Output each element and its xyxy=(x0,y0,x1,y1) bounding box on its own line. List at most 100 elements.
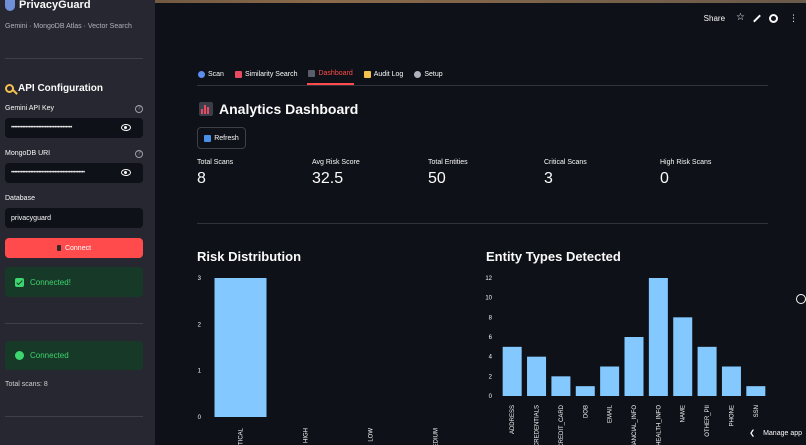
app-title-text: PrivacyGuard xyxy=(19,0,91,11)
y-tick-label: 12 xyxy=(485,276,492,282)
star-icon[interactable]: ☆ xyxy=(736,12,745,23)
metric-value: 50 xyxy=(428,170,446,187)
connection-status: Connected xyxy=(5,341,143,370)
metric-total-scans: Total Scans 8 xyxy=(197,159,233,188)
entity-types-title: Entity Types Detected xyxy=(486,249,621,264)
risk-distribution-chart: 0 1 2 3 CRITICAL HIGH LOW MEDIUM xyxy=(198,276,440,445)
more-menu-icon[interactable]: ⋮ xyxy=(789,12,798,23)
entity-types-chart: 0 2 4 6 8 10 12 ADDRESS CREDENTIALS CREDIT_CARD DO… xyxy=(485,276,766,445)
y-tick-label: 2 xyxy=(198,322,202,328)
metric-label: Critical Scans xyxy=(544,159,587,166)
green-dot-icon xyxy=(15,351,24,360)
y-tick-label: 10 xyxy=(485,296,492,302)
refresh-button-label: Refresh xyxy=(214,134,239,142)
database-input[interactable]: privacyguard xyxy=(5,208,143,228)
x-tick-label: HEALTH_INFO xyxy=(656,405,662,445)
metric-label: High Risk Scans xyxy=(660,159,712,166)
bar xyxy=(502,346,522,396)
x-tick-label: LOW xyxy=(369,428,375,442)
sidebar: PrivacyGuard Gemini · MongoDB Atlas · Ve… xyxy=(0,0,155,445)
y-tick-label: 2 xyxy=(489,374,493,380)
sidebar-divider xyxy=(5,323,143,324)
x-tick-label: HIGH xyxy=(304,428,310,443)
y-tick-label: 6 xyxy=(489,335,493,341)
x-tick-label: DOB xyxy=(583,405,589,418)
share-button[interactable]: Share xyxy=(703,13,726,23)
github-icon[interactable] xyxy=(769,13,778,23)
connection-status-text: Connected xyxy=(30,351,69,360)
gemini-key-label: Gemini API Key xyxy=(5,105,55,112)
sidebar-divider xyxy=(5,58,143,59)
shield-icon xyxy=(5,0,15,11)
magnet-icon xyxy=(234,71,242,78)
eye-icon[interactable] xyxy=(121,124,131,131)
x-tick-label: PHONE xyxy=(729,405,735,426)
api-config-heading: API Configuration xyxy=(5,83,103,94)
metric-value: 3 xyxy=(544,170,553,187)
gemini-key-value: •••••••••••••••••••••••••••••••••••••• xyxy=(11,125,72,131)
bar-chart-icon xyxy=(199,102,213,116)
y-tick-label: 1 xyxy=(198,369,202,375)
mongodb-uri-label: MongoDB URI xyxy=(5,150,51,157)
metric-value: 0 xyxy=(660,170,669,187)
section-divider xyxy=(197,223,768,224)
mongodb-uri-value: ••••••••••••••••••••••••••••••••••••••••… xyxy=(11,170,85,176)
metric-value: 32.5 xyxy=(312,170,344,187)
x-tick-label: CRITICAL xyxy=(239,427,245,445)
manage-app-button[interactable]: Manage app xyxy=(763,429,802,437)
gemini-key-input[interactable]: •••••••••••••••••••••••••••••••••••••• xyxy=(5,118,143,138)
top-accent-line xyxy=(0,0,806,3)
folder-icon xyxy=(363,71,371,78)
side-toggle-icon[interactable] xyxy=(796,294,806,304)
y-tick-label: 3 xyxy=(198,276,202,282)
tab-similarity-search[interactable]: Similarity Search xyxy=(234,64,299,85)
x-tick-label: MEDIUM xyxy=(434,428,440,445)
bar xyxy=(575,386,595,396)
app-title: PrivacyGuard xyxy=(5,0,91,11)
connected-alert-text: Connected! xyxy=(30,277,71,287)
y-tick-label: 0 xyxy=(198,415,202,421)
total-scans-count: Total scans: 8 xyxy=(5,381,48,388)
connected-alert: Connected! xyxy=(5,267,143,297)
mongodb-uri-input[interactable]: ••••••••••••••••••••••••••••••••••••••••… xyxy=(5,163,143,183)
plug-icon xyxy=(56,245,61,251)
y-tick-label: 4 xyxy=(489,355,493,361)
tab-label: Audit Log xyxy=(373,71,404,78)
tab-bar: Scan Similarity Search Dashboard Audit L… xyxy=(197,64,768,86)
bar xyxy=(673,317,693,396)
y-tick-label: 0 xyxy=(489,394,493,400)
connect-button-label: Connect xyxy=(64,244,92,252)
metric-critical-scans: Critical Scans 3 xyxy=(544,159,587,188)
sidebar-divider xyxy=(5,416,143,417)
database-value: privacyguard xyxy=(11,214,52,222)
metric-high-risk-scans: High Risk Scans 0 xyxy=(660,159,711,188)
metric-label: Total Scans xyxy=(197,159,234,166)
magnifier-icon xyxy=(198,71,205,78)
x-tick-label: NAME xyxy=(681,405,687,422)
x-tick-label: CREDIT_CARD xyxy=(559,404,565,445)
api-config-heading-text: API Configuration xyxy=(18,83,103,94)
help-icon[interactable]: ? xyxy=(135,105,143,113)
tab-audit-log[interactable]: Audit Log xyxy=(363,64,405,85)
refresh-button[interactable]: Refresh xyxy=(197,127,246,149)
y-tick-label: 8 xyxy=(489,315,493,321)
bar xyxy=(600,366,620,396)
tab-scan[interactable]: Scan xyxy=(197,64,225,85)
check-icon xyxy=(15,277,24,287)
metric-label: Total Entities xyxy=(428,159,468,166)
x-tick-label: OTHER_PII xyxy=(705,405,711,437)
metric-total-entities: Total Entities 50 xyxy=(428,159,468,188)
tab-dashboard[interactable]: Dashboard xyxy=(307,64,354,85)
chevron-left-icon[interactable]: ❮ xyxy=(749,430,756,437)
help-icon[interactable]: ? xyxy=(135,150,143,158)
page-title-text: Analytics Dashboard xyxy=(219,101,359,117)
eye-icon[interactable] xyxy=(121,169,131,176)
bottom-bar: ❮ Manage app xyxy=(749,429,802,438)
x-tick-label: FINANCIAL_INFO xyxy=(632,405,638,445)
edit-icon[interactable] xyxy=(753,14,761,22)
tab-setup[interactable]: Setup xyxy=(413,64,443,85)
metric-value: 8 xyxy=(197,170,206,187)
metric-avg-risk-score: Avg Risk Score 32.5 xyxy=(312,159,360,188)
connect-button[interactable]: Connect xyxy=(5,238,143,258)
refresh-icon xyxy=(204,134,212,142)
